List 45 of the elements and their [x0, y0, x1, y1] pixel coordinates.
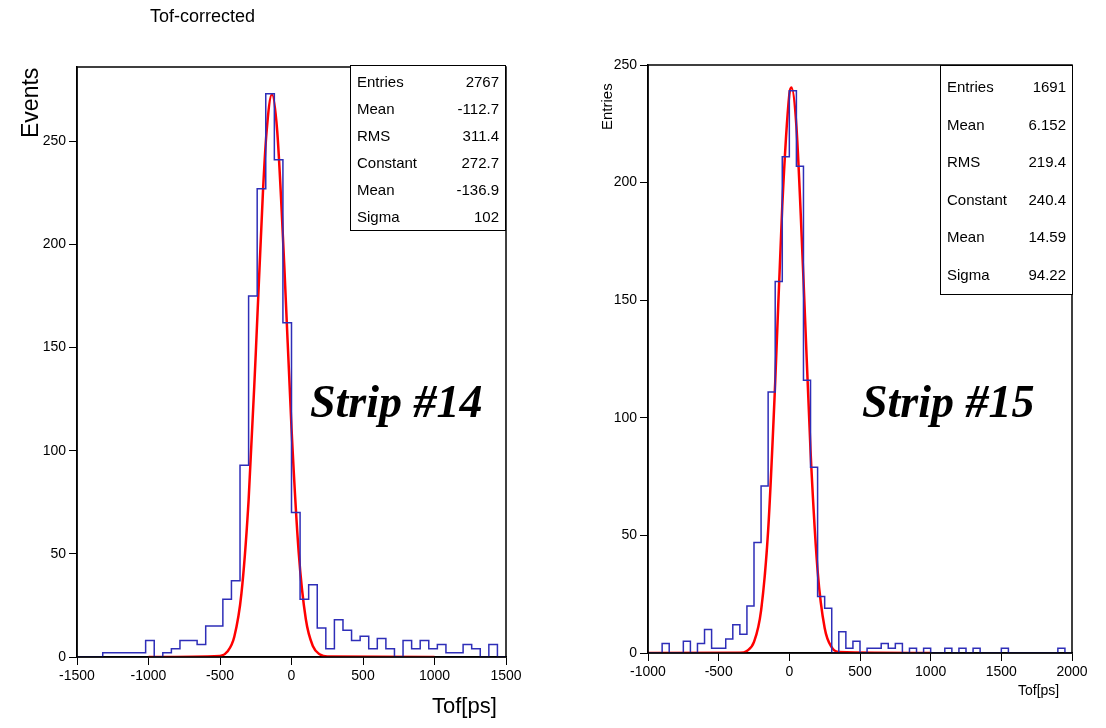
x-tick-label: 1000	[915, 663, 947, 680]
chart-title: Tof-corrected	[150, 6, 256, 27]
x-tick-label: 500	[351, 667, 375, 684]
text: Constant 240.4	[947, 190, 1066, 208]
y-tick-label: 200	[613, 173, 638, 190]
x-tick-label: 0	[287, 667, 296, 684]
y-axis-title: Entries	[598, 83, 615, 130]
y-tick-label: 0	[58, 647, 67, 664]
y-tick-label: 250	[42, 132, 67, 149]
annotation: Strip #14	[310, 375, 483, 428]
y-tick-label: 50	[621, 526, 638, 543]
x-axis-title: Tof[ps]	[1018, 682, 1060, 698]
x-tick-label: 1000	[418, 667, 451, 684]
text: Entries 2767	[357, 73, 499, 90]
x-tick-label: -1000	[630, 663, 667, 680]
text: Mean 14.59	[947, 228, 1066, 246]
annotation: Strip #15	[862, 375, 1035, 428]
text: Constant 272.7	[357, 154, 499, 171]
x-tick-label: -500	[704, 663, 733, 680]
x-tick-label: -1000	[130, 667, 167, 684]
x-tick-label: 500	[848, 663, 872, 680]
x-tick-label: 2000	[1056, 663, 1088, 680]
x-tick-label: 0	[785, 663, 794, 680]
text: Mean -112.7	[357, 100, 499, 117]
y-tick-label: 100	[613, 408, 638, 425]
text: RMS 219.4	[947, 153, 1066, 171]
y-tick-label: 0	[629, 643, 638, 660]
x-tick-label: 1500	[490, 667, 522, 684]
text: Entries 1691	[947, 78, 1066, 96]
y-tick-label: 150	[42, 338, 67, 355]
x-tick-label: -1500	[59, 667, 96, 684]
text: Sigma 102	[357, 208, 499, 225]
x-tick-label: 1500	[985, 663, 1018, 680]
y-tick-label: 100	[42, 441, 67, 458]
text: Mean -136.9	[357, 181, 499, 198]
text: Mean 6.152	[947, 115, 1066, 133]
y-tick-label: 150	[613, 291, 638, 308]
x-axis-title: Tof[ps]	[432, 693, 497, 719]
text: RMS 311.4	[357, 127, 499, 144]
x-tick-label: -500	[205, 667, 235, 684]
y-axis-title: Events	[17, 67, 43, 138]
text: Sigma 94.22	[947, 265, 1066, 283]
y-tick-label: 50	[50, 544, 67, 561]
y-tick-label: 200	[42, 235, 67, 252]
y-tick-label: 250	[613, 55, 638, 72]
